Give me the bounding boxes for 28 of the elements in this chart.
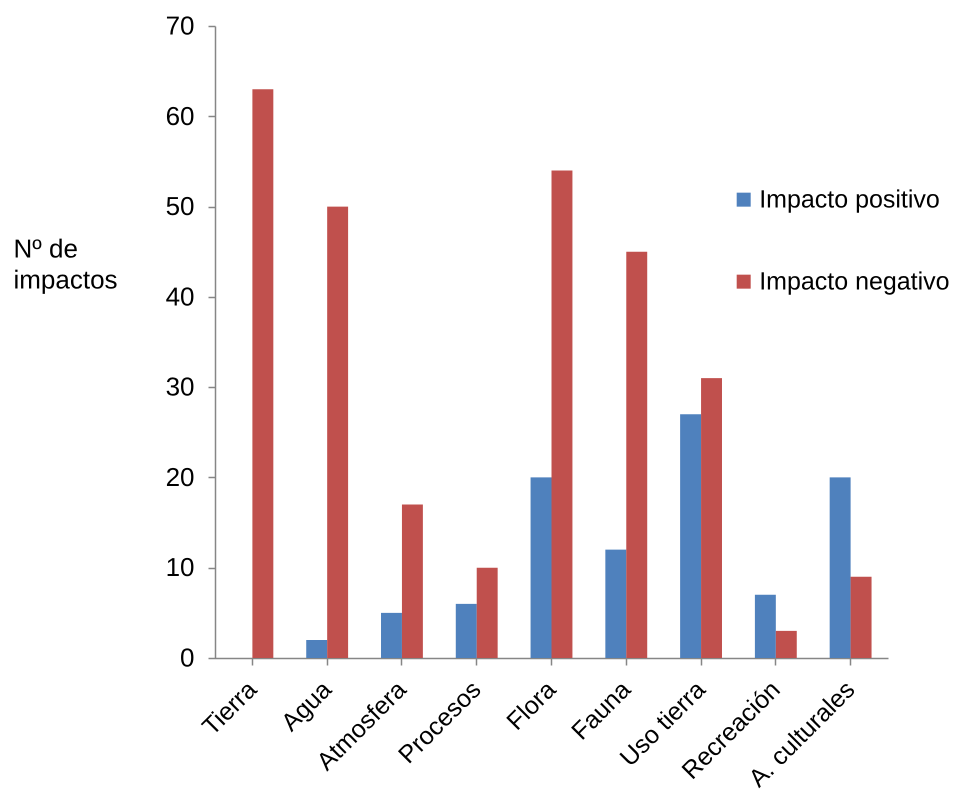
- y-axis-title: Nº de impactos: [14, 234, 118, 294]
- bar: [830, 477, 851, 658]
- bar: [605, 550, 626, 658]
- y-tick-label: 20: [166, 462, 194, 492]
- bar: [252, 89, 274, 658]
- bar: [776, 630, 797, 658]
- bar: [381, 612, 402, 658]
- bar: [701, 378, 722, 658]
- bar: [530, 477, 552, 658]
- bar: [327, 206, 348, 658]
- legend-label: Impacto negativo: [759, 268, 950, 296]
- bar: [402, 504, 423, 658]
- y-tick-label: 10: [166, 552, 194, 582]
- bar: [626, 252, 648, 658]
- y-tick-label: 50: [166, 191, 194, 222]
- bar: [476, 568, 498, 658]
- bar: [306, 640, 328, 658]
- bar: [680, 414, 702, 658]
- y-tick-label: 0: [180, 642, 194, 672]
- bar: [850, 576, 872, 658]
- bar: [552, 170, 572, 658]
- bar: [754, 594, 776, 658]
- y-tick-label: 40: [166, 281, 194, 312]
- y-tick-label: 30: [166, 372, 194, 402]
- legend-label: Impacto positivo: [759, 186, 940, 214]
- y-tick-label: 70: [166, 10, 194, 40]
- bar: [456, 604, 477, 658]
- y-tick-label: 60: [166, 100, 194, 131]
